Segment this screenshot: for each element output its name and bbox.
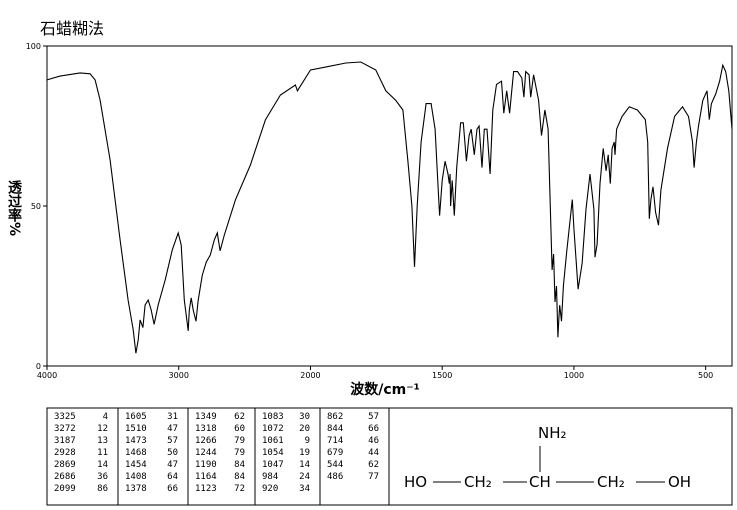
peak-transmittance: 72: [234, 484, 245, 494]
peak-transmittance: 64: [167, 472, 178, 482]
chem-label: CH: [529, 473, 551, 491]
peak-transmittance: 50: [167, 448, 178, 458]
peak-wavenumber: 984: [262, 472, 278, 482]
x-tick-label: 2000: [300, 371, 320, 380]
peak-transmittance: 62: [368, 460, 379, 470]
peak-transmittance: 31: [167, 412, 178, 422]
peak-wavenumber: 1266: [195, 436, 217, 446]
peak-wavenumber: 1072: [262, 424, 284, 434]
peak-transmittance: 79: [234, 436, 245, 446]
peak-wavenumber: 2686: [54, 472, 76, 482]
peak-wavenumber: 1054: [262, 448, 284, 458]
peak-wavenumber: 2869: [54, 460, 76, 470]
chem-label: NH₂: [538, 424, 567, 442]
x-tick-label: 1000: [564, 371, 584, 380]
peak-wavenumber: 1123: [195, 484, 217, 494]
peak-wavenumber: 920: [262, 484, 278, 494]
x-axis-label: 波数/cm⁻¹: [350, 381, 420, 398]
peak-wavenumber: 1510: [125, 424, 147, 434]
peak-transmittance: 12: [97, 424, 108, 434]
peak-transmittance: 14: [97, 460, 108, 470]
peak-transmittance: 79: [234, 448, 245, 458]
y-tick-label: 50: [31, 202, 41, 211]
peak-transmittance: 30: [299, 412, 310, 422]
spectrum-line: [46, 61, 733, 354]
peak-transmittance: 60: [234, 424, 245, 434]
peak-wavenumber: 1318: [195, 424, 217, 434]
chem-label: CH₂: [597, 473, 625, 491]
x-tick-label: 4000: [37, 371, 57, 380]
peak-wavenumber: 1454: [125, 460, 147, 470]
x-tick-label: 500: [698, 371, 713, 380]
chem-label: OH: [668, 473, 691, 491]
peak-transmittance: 57: [167, 436, 178, 446]
peak-transmittance: 47: [167, 460, 178, 470]
peak-wavenumber: 1083: [262, 412, 284, 422]
peak-transmittance: 86: [97, 484, 108, 494]
peak-transmittance: 34: [299, 484, 310, 494]
peak-wavenumber: 3187: [54, 436, 76, 446]
peak-transmittance: 4: [103, 412, 108, 422]
peak-transmittance: 77: [368, 472, 379, 482]
peak-wavenumber: 2099: [54, 484, 76, 494]
peak-transmittance: 11: [97, 448, 108, 458]
peak-transmittance: 66: [167, 484, 178, 494]
peak-transmittance: 24: [299, 472, 310, 482]
peak-transmittance: 9: [305, 436, 310, 446]
peak-transmittance: 66: [368, 424, 379, 434]
peak-wavenumber: 1468: [125, 448, 147, 458]
peak-wavenumber: 1378: [125, 484, 147, 494]
peak-transmittance: 62: [234, 412, 245, 422]
peak-wavenumber: 844: [327, 424, 343, 434]
chem-label: HO: [404, 473, 427, 491]
chart-title: 石蜡糊法: [40, 19, 104, 38]
peak-transmittance: 44: [368, 448, 379, 458]
peak-transmittance: 46: [368, 436, 379, 446]
peak-wavenumber: 714: [327, 436, 343, 446]
peak-transmittance: 84: [234, 472, 245, 482]
peak-wavenumber: 2928: [54, 448, 76, 458]
peak-wavenumber: 1605: [125, 412, 147, 422]
peak-wavenumber: 1164: [195, 472, 217, 482]
peak-transmittance: 19: [299, 448, 310, 458]
x-tick-label: 1500: [432, 371, 452, 380]
peak-wavenumber: 1349: [195, 412, 217, 422]
y-tick-label: 0: [36, 362, 41, 371]
peak-transmittance: 13: [97, 436, 108, 446]
peak-wavenumber: 3272: [54, 424, 76, 434]
peak-wavenumber: 1473: [125, 436, 147, 446]
peak-transmittance: 57: [368, 412, 379, 422]
peak-wavenumber: 1244: [195, 448, 217, 458]
peak-transmittance: 84: [234, 460, 245, 470]
x-tick-label: 3000: [169, 371, 189, 380]
peak-transmittance: 20: [299, 424, 310, 434]
peak-transmittance: 14: [299, 460, 310, 470]
peak-wavenumber: 1408: [125, 472, 147, 482]
y-tick-label: 100: [26, 42, 41, 51]
peak-wavenumber: 1047: [262, 460, 284, 470]
peak-transmittance: 36: [97, 472, 108, 482]
chem-label: CH₂: [464, 473, 492, 491]
bonds: [433, 446, 665, 483]
peak-wavenumber: 486: [327, 472, 343, 482]
peak-wavenumber: 862: [327, 412, 343, 422]
peak-wavenumber: 3325: [54, 412, 76, 422]
y-axis-label: 透过率%: [6, 180, 22, 236]
peak-wavenumber: 1061: [262, 436, 284, 446]
peak-wavenumber: 1190: [195, 460, 217, 470]
peak-transmittance: 47: [167, 424, 178, 434]
peak-wavenumber: 544: [327, 460, 343, 470]
peak-wavenumber: 679: [327, 448, 343, 458]
